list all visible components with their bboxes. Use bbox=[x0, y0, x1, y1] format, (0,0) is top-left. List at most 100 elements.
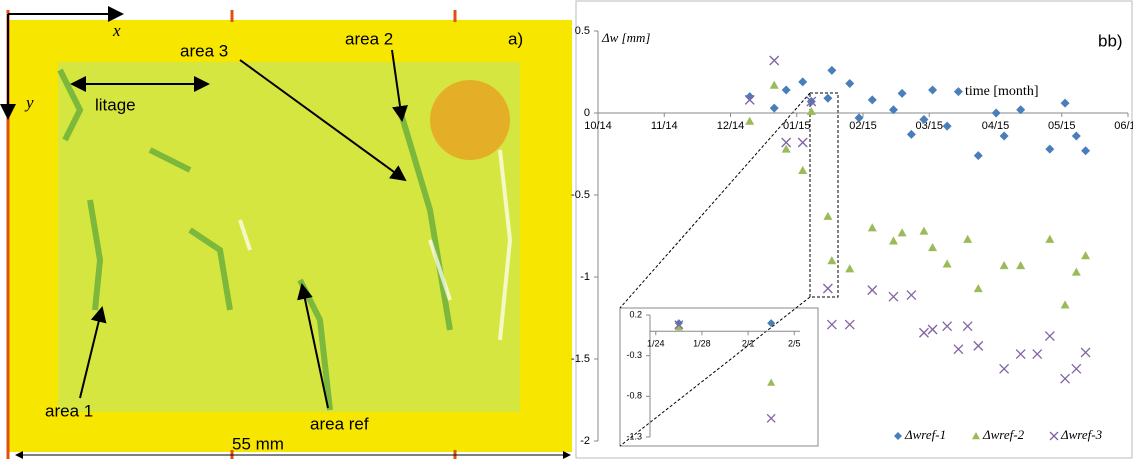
point bbox=[798, 77, 808, 87]
cross-stroke bbox=[918, 327, 929, 338]
point bbox=[769, 103, 779, 113]
point bbox=[1044, 331, 1055, 341]
point bbox=[963, 234, 973, 243]
point bbox=[769, 55, 780, 66]
cross-stroke bbox=[1080, 347, 1091, 358]
point bbox=[953, 344, 964, 355]
y-tick-label: -0.5 bbox=[571, 189, 590, 201]
x-tick-label: 06/15 bbox=[1114, 120, 1133, 132]
point bbox=[766, 413, 776, 423]
point bbox=[999, 363, 1010, 374]
point bbox=[888, 236, 898, 245]
cross-stroke bbox=[1071, 363, 1082, 374]
x-tick-label: 1/28 bbox=[693, 339, 711, 349]
point bbox=[781, 85, 791, 95]
cross-stroke bbox=[942, 321, 953, 332]
point bbox=[999, 131, 1009, 141]
pointer-arrow bbox=[239, 59, 407, 182]
point bbox=[1016, 105, 1026, 115]
pointer-arrow bbox=[79, 306, 107, 399]
pointer-arrow bbox=[297, 283, 329, 409]
point bbox=[1016, 261, 1026, 270]
point bbox=[744, 94, 755, 105]
point bbox=[745, 116, 755, 125]
point bbox=[918, 327, 929, 338]
point bbox=[1060, 373, 1071, 384]
point bbox=[953, 87, 963, 97]
point bbox=[919, 115, 929, 125]
y-tick-label: 0 bbox=[584, 107, 590, 119]
cross-stroke bbox=[973, 340, 984, 351]
cross-stroke bbox=[822, 283, 833, 294]
point bbox=[906, 290, 917, 300]
point bbox=[845, 78, 855, 88]
cross-stroke bbox=[953, 344, 964, 355]
point bbox=[867, 223, 877, 232]
cross-stroke bbox=[781, 137, 792, 148]
point bbox=[781, 144, 791, 153]
point bbox=[767, 378, 776, 386]
cross-stroke bbox=[806, 96, 817, 107]
cross-stroke bbox=[1044, 331, 1055, 341]
cross-stroke bbox=[999, 363, 1010, 374]
point bbox=[806, 96, 817, 107]
area-label: area ref bbox=[310, 414, 369, 433]
point bbox=[1015, 349, 1026, 360]
x-axis-label: x bbox=[112, 21, 121, 40]
y-tick-label: -2 bbox=[580, 435, 590, 447]
point bbox=[674, 320, 684, 330]
point bbox=[919, 226, 929, 235]
zoom-line bbox=[619, 92, 811, 309]
point bbox=[897, 88, 907, 98]
x-tick-label: 01/15 bbox=[783, 120, 811, 132]
legend-label: Δwref-3 bbox=[1060, 427, 1103, 442]
point bbox=[1032, 349, 1043, 360]
point bbox=[854, 113, 864, 123]
x-tick-label: 12/14 bbox=[717, 120, 745, 132]
point bbox=[1060, 98, 1070, 108]
point bbox=[894, 432, 902, 440]
point bbox=[827, 65, 837, 75]
cross-stroke bbox=[888, 291, 899, 302]
panel-label: bb) bbox=[1098, 31, 1123, 50]
point bbox=[674, 319, 683, 328]
y-tick-label: -1 bbox=[580, 271, 590, 283]
point bbox=[888, 291, 899, 302]
point bbox=[942, 121, 952, 131]
panel-label: a) bbox=[508, 29, 523, 48]
point bbox=[1071, 363, 1082, 374]
point bbox=[823, 211, 833, 220]
y-tick-label: -0.8 bbox=[626, 391, 642, 401]
point bbox=[972, 432, 980, 440]
x-tick-label: 2/1 bbox=[742, 339, 755, 349]
texture bbox=[238, 149, 513, 341]
cross-stroke bbox=[1032, 349, 1043, 360]
point bbox=[845, 264, 855, 273]
point bbox=[745, 92, 755, 102]
point bbox=[822, 283, 833, 294]
point bbox=[1081, 251, 1091, 260]
point bbox=[823, 93, 833, 103]
cross-stroke bbox=[744, 94, 755, 105]
point bbox=[999, 261, 1009, 270]
x-tick-label: 11/14 bbox=[651, 120, 678, 132]
point bbox=[806, 106, 816, 115]
x-axis-label: time [month] bbox=[965, 84, 1039, 99]
cross-stroke bbox=[1049, 431, 1059, 441]
point bbox=[826, 319, 837, 330]
point bbox=[867, 95, 877, 105]
hot-spot bbox=[430, 80, 510, 160]
point bbox=[674, 323, 683, 331]
cross-stroke bbox=[1015, 349, 1026, 360]
point bbox=[844, 319, 855, 330]
litage-label: litage bbox=[95, 95, 136, 114]
area-label: area 3 bbox=[180, 41, 228, 60]
point bbox=[1045, 234, 1055, 243]
y-tick-label: 0.2 bbox=[629, 309, 642, 319]
y-tick-label: -1.5 bbox=[571, 353, 590, 365]
cross-stroke bbox=[797, 137, 808, 148]
cross-stroke bbox=[769, 55, 780, 66]
point bbox=[798, 165, 808, 174]
area-label: area 2 bbox=[345, 29, 393, 48]
point bbox=[973, 151, 983, 161]
